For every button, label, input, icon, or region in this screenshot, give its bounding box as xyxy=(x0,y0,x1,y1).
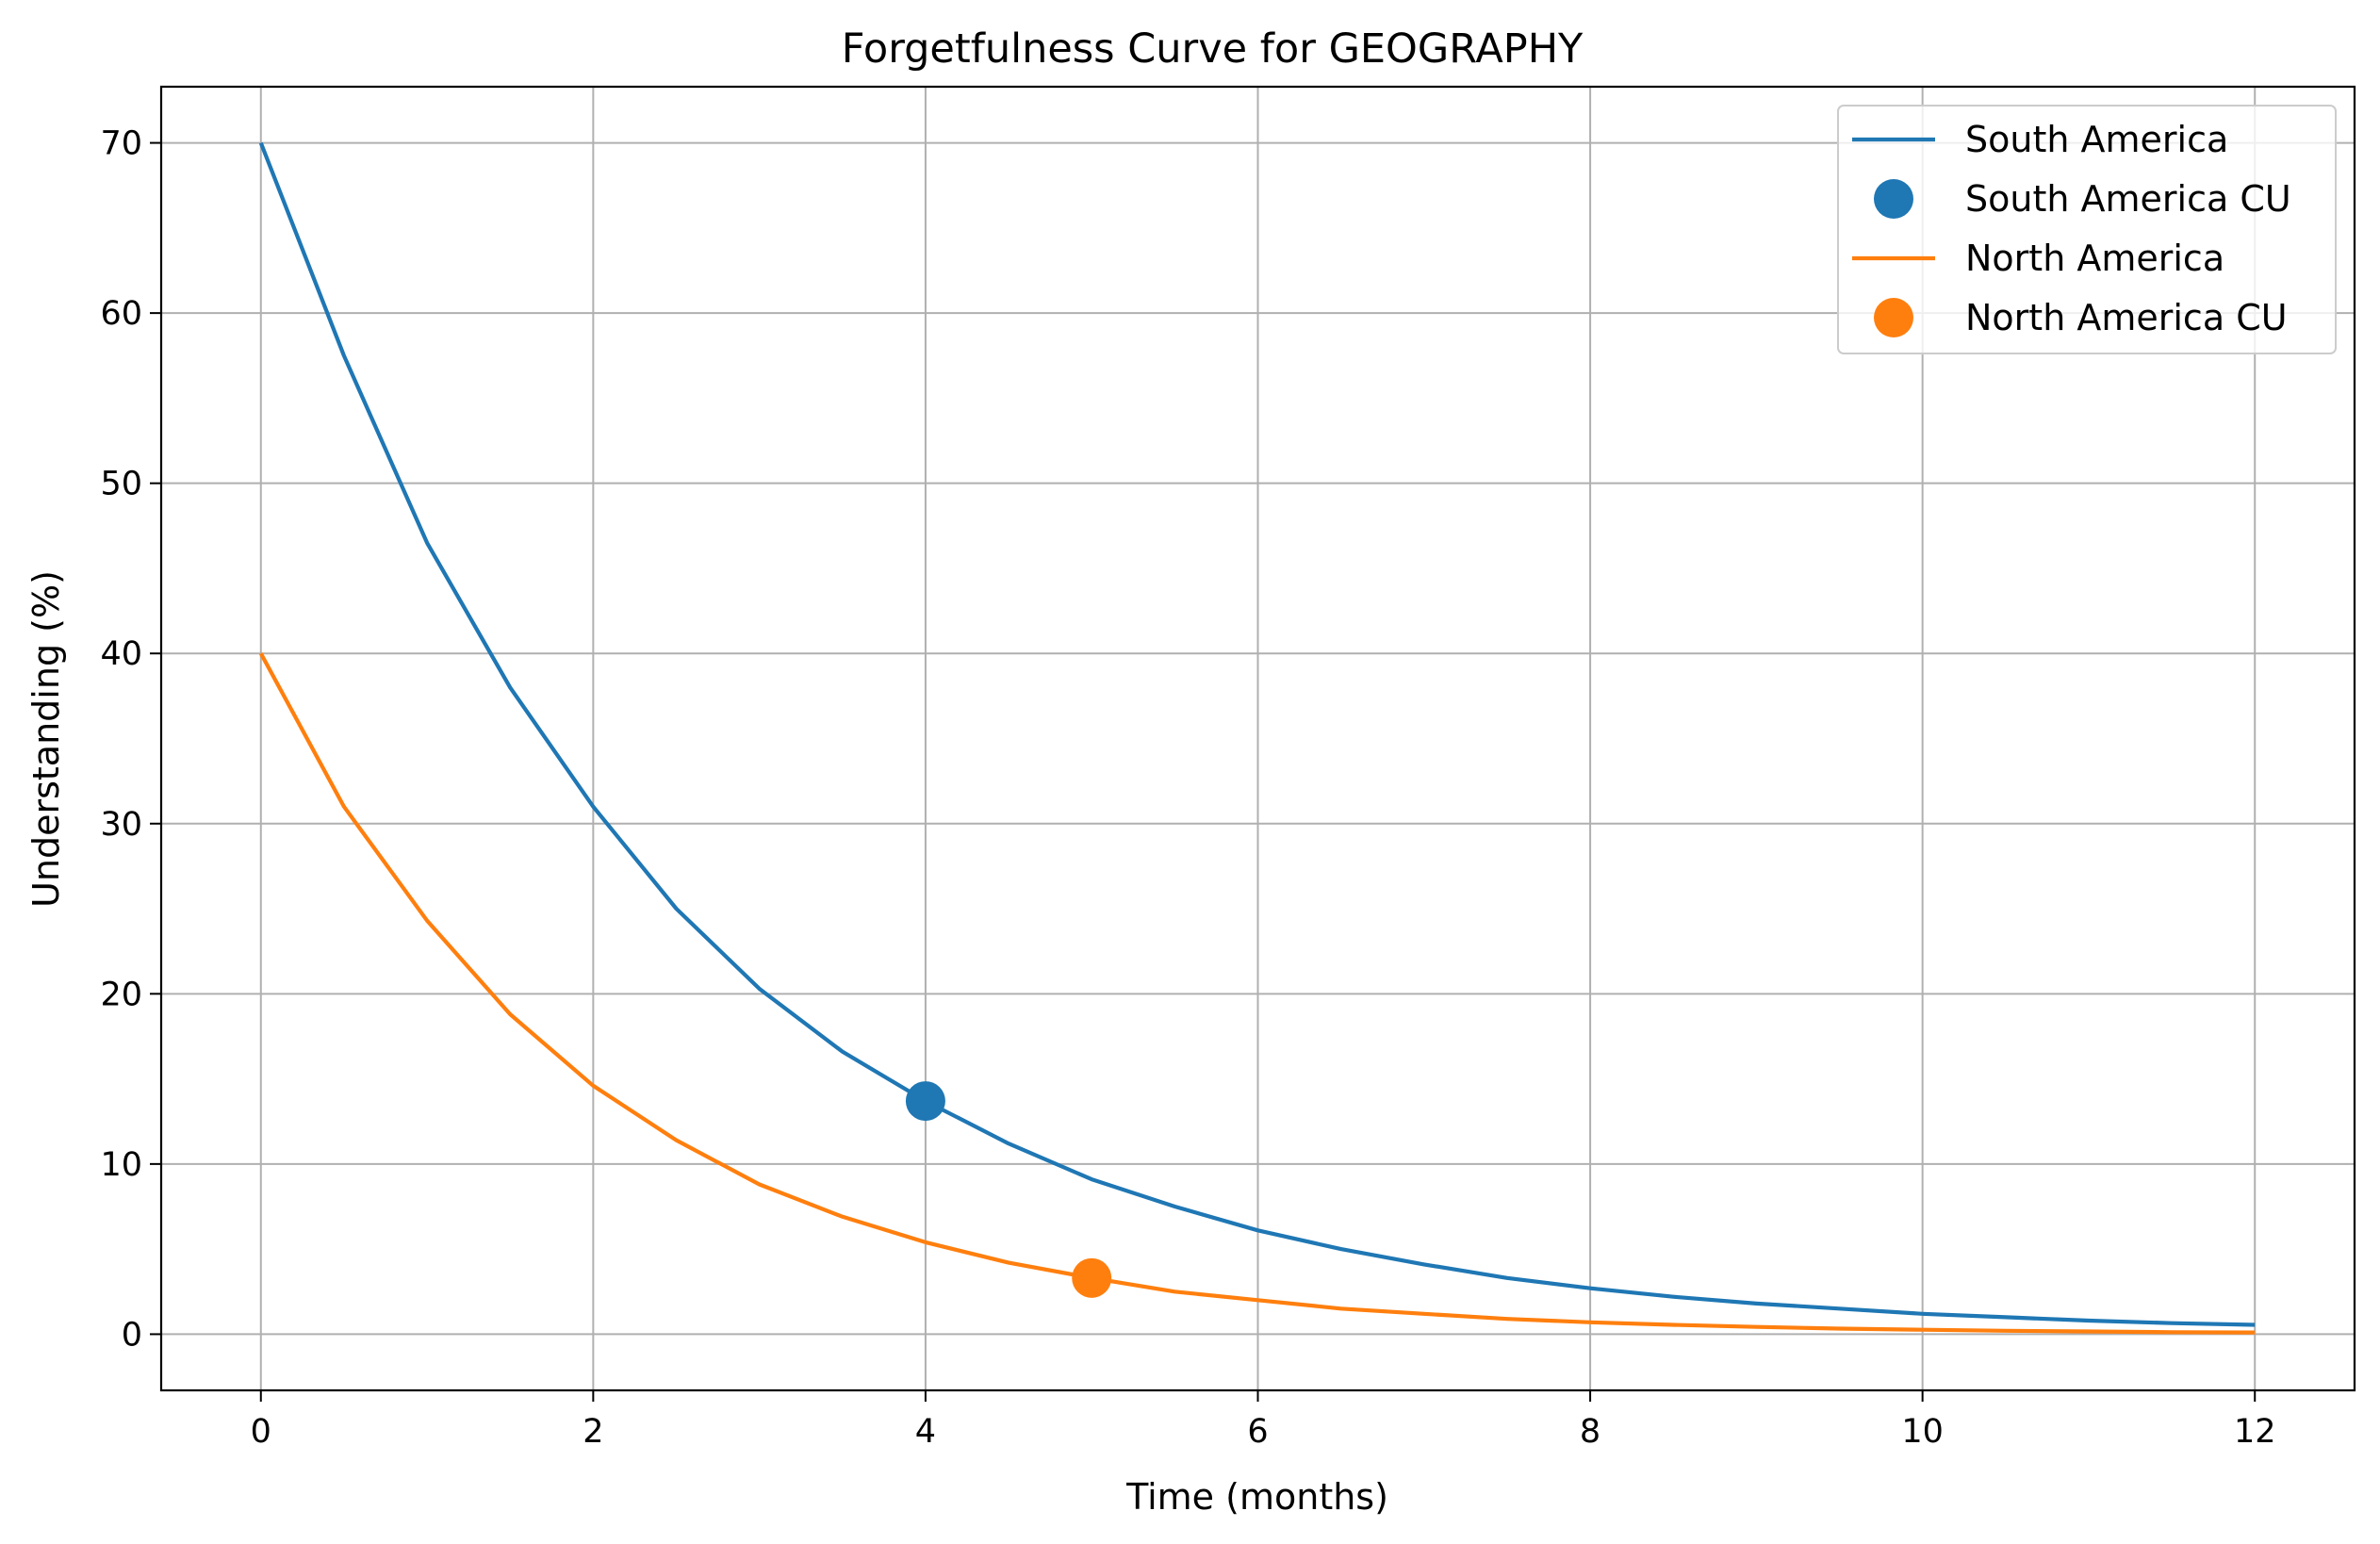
series-line-north-america xyxy=(258,652,2256,1335)
y-tick-label: 70 xyxy=(100,125,142,163)
legend-swatch-south-america-cu xyxy=(1874,179,1913,219)
x-axis-label: Time (months) xyxy=(1125,1476,1388,1518)
y-tick-label: 10 xyxy=(100,1146,142,1184)
x-tick-label: 12 xyxy=(2234,1413,2276,1451)
legend-label-south-america: South America xyxy=(1965,119,2228,160)
y-tick-label: 60 xyxy=(100,295,142,333)
y-tick-label: 40 xyxy=(100,635,142,673)
legend: South America South America CU North Ameri… xyxy=(1837,105,2337,354)
x-tick-label: 2 xyxy=(583,1413,603,1451)
legend-label-south-america-cu: South America CU xyxy=(1965,178,2291,220)
chart-title: Forgetfulness Curve for GEOGRAPHY xyxy=(842,25,1584,73)
legend-swatch-north-america-cu xyxy=(1874,298,1913,337)
x-tick-label: 0 xyxy=(251,1413,271,1451)
grid xyxy=(161,87,2355,1390)
x-tick-label: 4 xyxy=(915,1413,936,1451)
x-tick-label: 8 xyxy=(1580,1413,1600,1451)
ticks: 0 2 4 6 8 10 12 0 10 20 30 40 50 60 70 xyxy=(100,125,2275,1451)
y-tick-label: 0 xyxy=(122,1316,142,1354)
series-line-south-america xyxy=(258,141,2256,1327)
y-tick-label: 20 xyxy=(100,976,142,1013)
x-tick-label: 10 xyxy=(1901,1413,1944,1451)
legend-label-north-america-cu: North America CU xyxy=(1965,297,2288,338)
series-point-south-america-cu xyxy=(905,1081,945,1122)
x-tick-label: 6 xyxy=(1247,1413,1268,1451)
plot-series xyxy=(258,141,2256,1335)
legend-label-north-america: North America xyxy=(1965,238,2224,279)
series-point-north-america-cu xyxy=(1072,1257,1112,1298)
legend-box xyxy=(1837,105,2337,354)
y-tick-label: 50 xyxy=(100,466,142,503)
y-axis-label: Understanding (%) xyxy=(25,570,67,908)
y-tick-label: 30 xyxy=(100,806,142,844)
